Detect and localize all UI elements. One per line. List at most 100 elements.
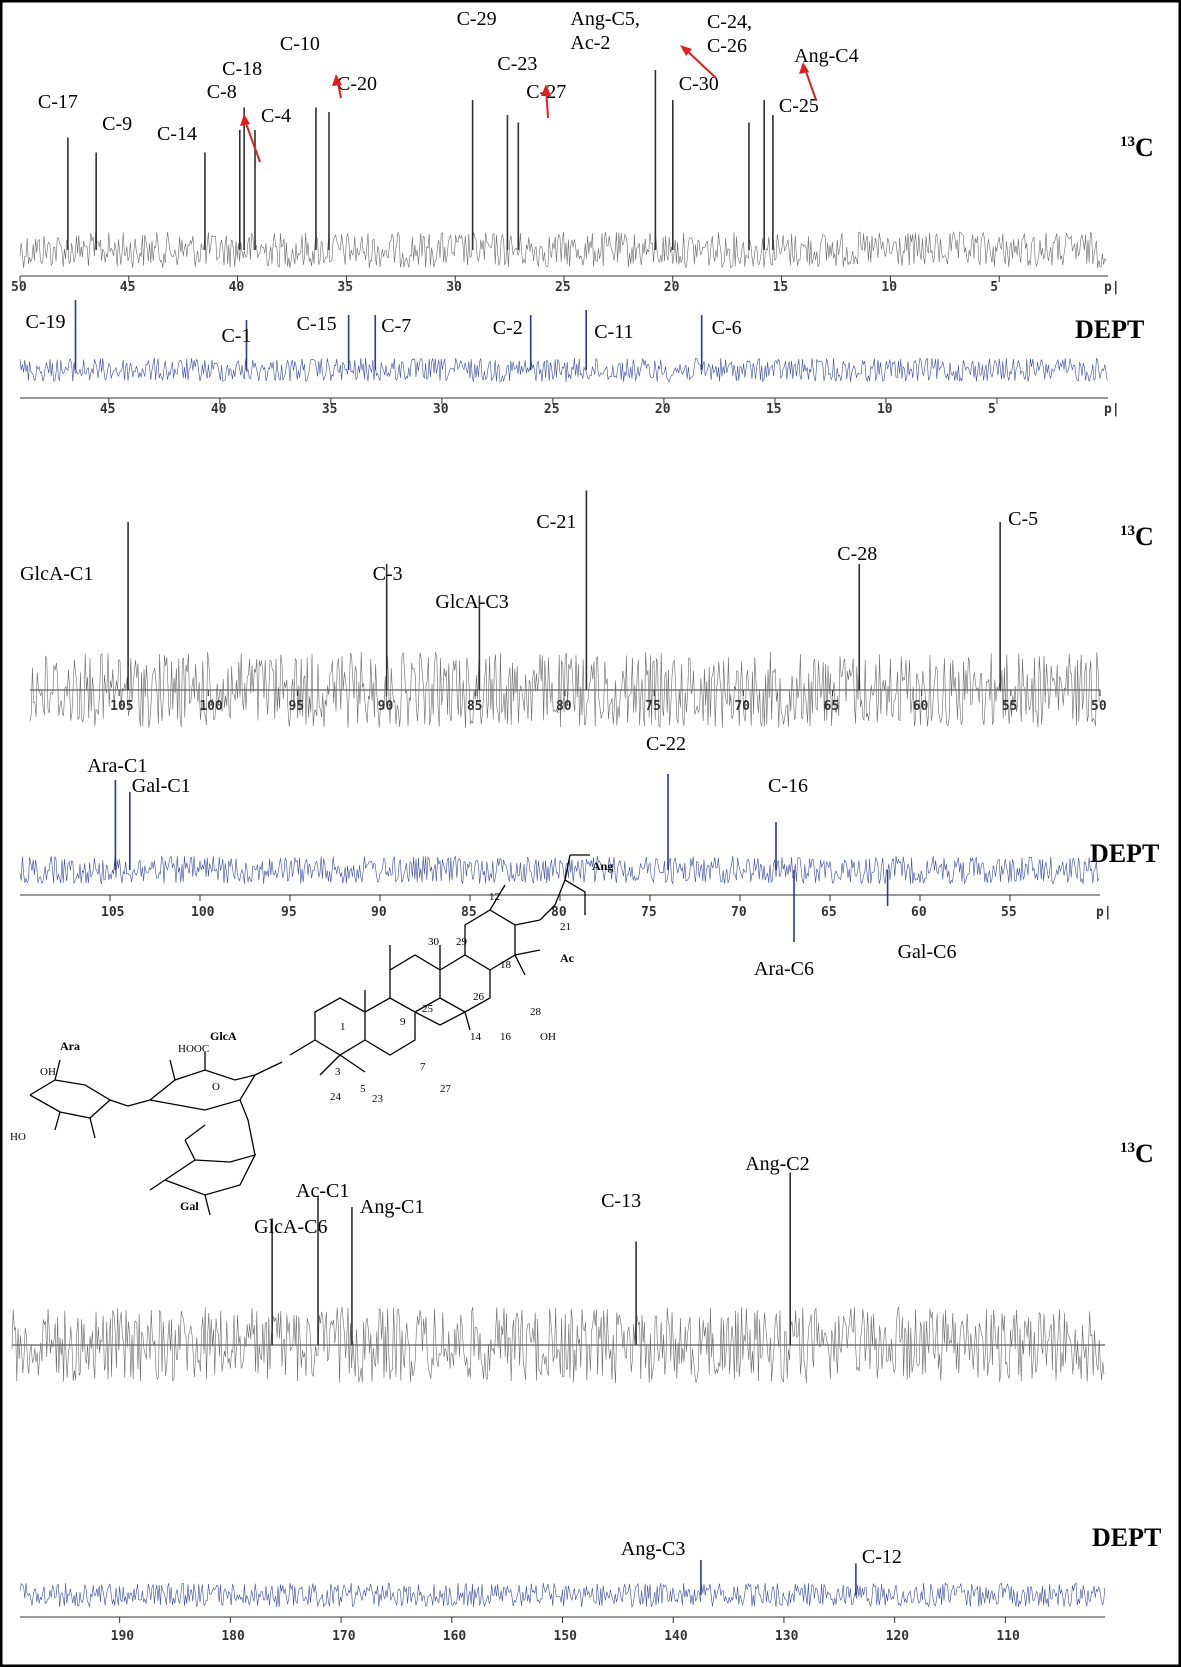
peak-label: Ang-C4	[794, 45, 858, 67]
panel-13c-aliphatic: 50 45 40 35 30 25 20 15 10 5 p| C-17 C-9 C-14 C-8C-18 C…	[11, 8, 1120, 295]
structure-label: OH	[540, 1031, 556, 1043]
tick-label: 100	[199, 699, 223, 714]
noise-trace	[11, 1306, 1105, 1384]
peak-label: C-30	[679, 73, 719, 95]
tick-label: 15	[773, 280, 789, 295]
structure-label: Ang	[592, 859, 613, 873]
structure-label: 27	[440, 1083, 452, 1095]
peak-label: GlcA-C3	[435, 591, 508, 613]
tick-label: 45	[100, 402, 116, 417]
tick-label: 80	[556, 699, 572, 714]
annotation-arrows	[240, 45, 817, 163]
panel-label-13c-3: 13C	[1120, 1139, 1154, 1168]
structure-label: 9	[400, 1016, 406, 1028]
structure-label: 26	[473, 991, 485, 1003]
tick-label: 190	[111, 1629, 135, 1644]
tick-label: 95	[281, 905, 297, 920]
peak-label: C-17	[38, 91, 78, 113]
peak-label: Ara-C1	[87, 755, 147, 777]
panel-label-13c-2: 13C	[1120, 522, 1154, 551]
peak-label: C-7	[381, 315, 411, 337]
chemical-structure	[29, 854, 590, 1216]
structure-label: 14	[470, 1031, 482, 1043]
tick-label: 75	[641, 905, 657, 920]
structure-label: 24	[330, 1091, 342, 1103]
tick-label: 60	[913, 699, 929, 714]
peak-label: C-9	[102, 113, 132, 135]
peak-label: C-15	[297, 313, 337, 335]
structure-label: 3	[335, 1066, 341, 1078]
tick-label: 180	[221, 1629, 245, 1644]
peak-label: C-24, C-26	[707, 11, 752, 57]
axis-unit: p|	[1104, 402, 1120, 417]
peak-label: C-2	[493, 317, 523, 339]
tick-label: 15	[766, 402, 782, 417]
peak-label: Ac-C1	[296, 1180, 349, 1202]
tick-label: 150	[554, 1629, 578, 1644]
tick-label: 35	[337, 280, 353, 295]
panel-label-dept-3: DEPT	[1092, 1523, 1161, 1552]
panel-label-13c-1: 13C	[1120, 133, 1154, 162]
peak-label: Ang-C5, Ac-2	[570, 8, 639, 54]
tick-label: 40	[229, 280, 245, 295]
tick-label: 90	[371, 905, 387, 920]
structure-label: OH	[40, 1066, 56, 1078]
structure-label: 21	[560, 921, 571, 933]
noise-trace	[19, 357, 1108, 383]
structure-label: 18	[500, 959, 512, 971]
panel-dept-olefinic: 190 180 170 160 150 140 130 120 110 Ang-C3 C-12	[19, 1538, 1106, 1644]
structure-label: HOOC	[178, 1043, 209, 1055]
tick-label: 120	[886, 1629, 910, 1644]
tick-label: 65	[824, 699, 840, 714]
tick-label: 50	[11, 280, 27, 295]
structure-label: 23	[372, 1093, 384, 1105]
tick-label: 60	[911, 905, 927, 920]
noise-trace	[19, 1582, 1106, 1609]
structure-label: Gal	[180, 1199, 199, 1213]
tick-label: 5	[988, 402, 996, 417]
structure-label: GlcA	[210, 1029, 237, 1043]
tick-label: 30	[433, 402, 449, 417]
tick-label: 130	[775, 1629, 799, 1644]
peak-label: C-23	[497, 53, 537, 75]
peak-label: C-21	[536, 511, 576, 533]
tick-label: 100	[191, 905, 215, 920]
peak-label: Ara-C6	[754, 958, 814, 980]
tick-label: 140	[664, 1629, 688, 1644]
peak-label: C-18	[222, 58, 262, 80]
tick-label: 110	[996, 1629, 1020, 1644]
tick-label: 10	[881, 280, 897, 295]
structure-label: 16	[500, 1031, 512, 1043]
tick-label: 20	[664, 280, 680, 295]
tick-label: 75	[645, 699, 661, 714]
structure-label: Ara	[60, 1039, 80, 1053]
axis-unit: p|	[1104, 280, 1120, 295]
peak-label: C-3	[373, 563, 403, 585]
peak-label: C-10	[280, 33, 320, 55]
structure-label: 25	[422, 1003, 434, 1015]
structure-label: 12	[489, 891, 500, 903]
peak-label: Gal-C6	[898, 941, 957, 963]
structure-labels: 30 29 Ang 12 18 21 Ac 25 26 28 OH 1 9 14 16 3 5 7 27 24 23 HO…	[10, 859, 613, 1213]
structure-label: HO	[10, 1131, 26, 1143]
panel-label-dept-2: DEPT	[1090, 839, 1159, 868]
panel-13c-sugar: 105 100 95 90 85 80 75 70 65 60 55 50 GlcA-C1 C-3 GlcA…	[20, 490, 1107, 729]
noise-trace	[19, 231, 1108, 269]
tick-label: 65	[821, 905, 837, 920]
tick-label: 170	[332, 1629, 356, 1644]
tick-label: 95	[289, 699, 305, 714]
tick-label: 85	[461, 905, 477, 920]
tick-label: 25	[544, 402, 560, 417]
tick-label: 20	[655, 402, 671, 417]
peak-label: C-12	[862, 1546, 902, 1568]
tick-label: 25	[555, 280, 571, 295]
tick-label: 105	[110, 699, 133, 714]
noise-trace	[19, 855, 1100, 885]
structure-label: 30	[428, 936, 440, 948]
structure-label: 1	[340, 1021, 346, 1033]
structure-label: 29	[456, 936, 468, 948]
peak-label: Ang-C1	[360, 1196, 424, 1218]
tick-label: 40	[211, 402, 227, 417]
structure-label: O	[212, 1081, 220, 1093]
